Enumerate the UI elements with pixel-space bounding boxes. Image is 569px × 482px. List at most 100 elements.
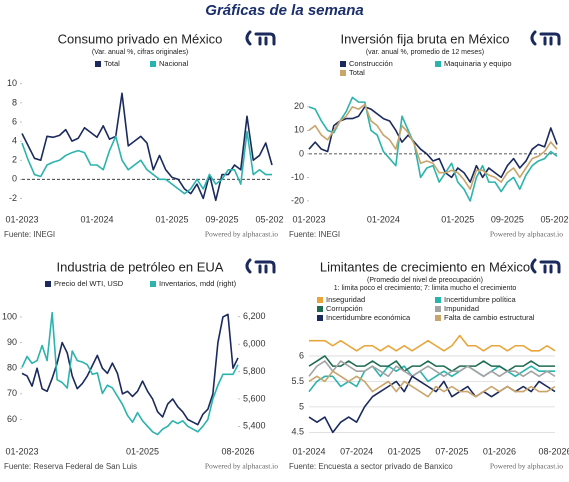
legend-label: Incertidumbre económica	[326, 313, 411, 322]
chart-panel: Inversión fija bruta en México (var. anua…	[289, 30, 569, 239]
y-tick-label: 8	[12, 97, 17, 107]
source: Fuente: Reserva Federal de San Luis	[4, 462, 137, 471]
y-tick-label: -10	[291, 172, 304, 182]
series-line	[308, 96, 558, 202]
x-tick-label: 07-2025	[435, 446, 468, 456]
logo	[530, 30, 561, 46]
legend-label: Impunidad	[444, 304, 479, 313]
x-tick-label: 05-2026	[255, 214, 284, 224]
x-tick-label: 01-2026	[483, 446, 516, 456]
y-tick-label: 6	[299, 350, 304, 360]
y-tick-label: 70	[7, 388, 17, 398]
series-line	[308, 370, 556, 398]
y-tick-label: 0	[12, 174, 17, 184]
legend-swatch	[95, 61, 101, 67]
x-tick-label: 09-2025	[205, 214, 238, 224]
chart-title: Consumo privado en México	[58, 31, 223, 46]
series-line	[21, 92, 273, 202]
legend-label: Maquinaria y equipo	[444, 59, 512, 68]
x-tick-label: 08-2026	[538, 446, 569, 456]
legend-swatch	[340, 70, 346, 76]
logo	[530, 258, 561, 274]
y-tick-label: 20	[294, 101, 304, 111]
y-tick-label: 90	[7, 337, 17, 347]
x-tick-label: 01-2023	[5, 446, 38, 456]
legend-label: Corrupción	[326, 304, 363, 313]
x-tick-label: 01-2025	[126, 446, 159, 456]
legend-swatch	[435, 297, 441, 303]
credit: Powered by alphacast.io	[490, 462, 563, 471]
series-line	[308, 103, 558, 190]
y-tick-label: 10	[7, 78, 17, 88]
chart-title: Industria de petróleo en EUA	[57, 259, 224, 274]
logo	[245, 258, 276, 274]
legend-label: Total	[104, 59, 120, 68]
legend-swatch	[340, 61, 346, 67]
x-tick-label: 01-2025	[441, 214, 474, 224]
chart-title: Limitantes de crecimiento en México	[320, 259, 530, 274]
y-tick-label: -2	[9, 193, 17, 203]
chart-panel: Consumo privado en México (Var. anual %, …	[4, 30, 284, 239]
series-line	[308, 360, 556, 378]
series-line	[309, 334, 556, 352]
x-tick-label: 01-2024	[292, 446, 325, 456]
y-tick-label: 80	[7, 363, 17, 373]
series-line	[21, 130, 272, 195]
legend-label: Construcción	[349, 59, 393, 68]
logo	[245, 30, 276, 46]
y-tick-label: 5.5	[291, 376, 304, 386]
series-line	[308, 375, 556, 434]
chart-subtitle: (Promedio del nivel de preocupación)	[367, 277, 483, 284]
series-line	[21, 313, 239, 426]
legend-label: Incertidumbre política	[444, 295, 517, 304]
series-line	[308, 106, 558, 183]
legend-swatch	[150, 281, 156, 287]
credit: Powered by alphacast.io	[205, 462, 278, 471]
y2-tick-label: 6,200	[243, 311, 266, 321]
x-tick-label: 08-2026	[221, 446, 254, 456]
x-tick-label: 01-2025	[388, 446, 421, 456]
y-tick-label: 2	[12, 155, 17, 165]
y2-tick-label: 5,600	[243, 393, 266, 403]
legend-swatch	[317, 306, 323, 312]
credit: Powered by alphacast.io	[490, 230, 563, 239]
x-tick-label: 01-2024	[80, 214, 113, 224]
chart-subtitle: 1: limita poco el crecimiento; 7: limita…	[334, 285, 517, 292]
y2-tick-label: 5,400	[243, 421, 266, 431]
series-line	[308, 355, 555, 373]
y-tick-label: 5	[299, 401, 304, 411]
series-line	[308, 365, 555, 393]
chart-panel: Industria de petróleo en EUA Precio del W…	[2, 258, 278, 471]
x-tick-label: 01-2023	[292, 214, 325, 224]
y-tick-label: 60	[7, 414, 17, 424]
legend-label: Falta de cambio estructural	[444, 313, 535, 322]
y2-tick-label: 5,800	[243, 366, 266, 376]
legend-swatch	[45, 281, 51, 287]
y-tick-label: 100	[2, 311, 17, 321]
legend-swatch	[435, 306, 441, 312]
legend-label: Inseguridad	[326, 295, 365, 304]
chart-subtitle: (var. anual %, promedio de 12 meses)	[366, 49, 484, 56]
y-tick-label: -20	[291, 195, 304, 205]
legend-label: Inventarios, mdd (right)	[159, 279, 237, 288]
legend-swatch	[435, 315, 441, 321]
legend-label: Nacional	[159, 59, 189, 68]
x-tick-label: 09-2025	[491, 214, 524, 224]
legend-swatch	[317, 315, 323, 321]
x-tick-label: 07-2024	[340, 446, 373, 456]
chart-subtitle: (Var. anual %, cifras originales)	[92, 49, 188, 56]
legend-swatch	[435, 61, 441, 67]
legend-swatch	[317, 297, 323, 303]
legend-label: Precio del WTI, USD	[54, 279, 124, 288]
legend-label: Total	[349, 68, 365, 77]
credit: Powered by alphacast.io	[205, 230, 278, 239]
y-tick-label: 6	[12, 116, 17, 126]
y-tick-label: 4	[12, 135, 17, 145]
y2-tick-label: 6,000	[243, 339, 266, 349]
y-tick-label: 4.5	[291, 427, 304, 437]
source: Fuente: Encuesta a sector privado de Ban…	[289, 462, 453, 471]
x-tick-label: 01-2025	[155, 214, 188, 224]
page-title: Gráficas de la semana	[205, 2, 364, 19]
chart-panel: Limitantes de crecimiento en México (Prom…	[289, 258, 569, 471]
